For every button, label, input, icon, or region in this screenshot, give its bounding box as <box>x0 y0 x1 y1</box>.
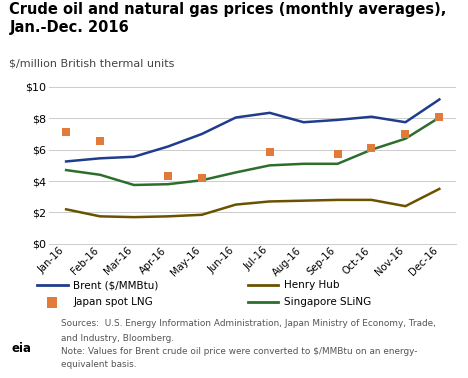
Text: Note: Values for Brent crude oil price were converted to $/MMBtu on an energy-: Note: Values for Brent crude oil price w… <box>61 347 417 356</box>
Text: Singapore SLiNG: Singapore SLiNG <box>284 297 371 307</box>
Text: Henry Hub: Henry Hub <box>284 280 340 290</box>
Text: equivalent basis.: equivalent basis. <box>61 360 136 369</box>
Text: Japan spot LNG: Japan spot LNG <box>73 297 153 307</box>
Text: $/million British thermal units: $/million British thermal units <box>9 59 175 68</box>
Text: Sources:  U.S. Energy Information Administration, Japan Ministry of Economy, Tra: Sources: U.S. Energy Information Adminis… <box>61 319 436 328</box>
Text: eia: eia <box>12 342 32 355</box>
Text: Crude oil and natural gas prices (monthly averages),
Jan.-Dec. 2016: Crude oil and natural gas prices (monthl… <box>9 2 447 35</box>
Text: and Industry, Bloomberg.: and Industry, Bloomberg. <box>61 334 174 343</box>
Text: Brent (\$/MMBtu): Brent (\$/MMBtu) <box>73 280 159 290</box>
